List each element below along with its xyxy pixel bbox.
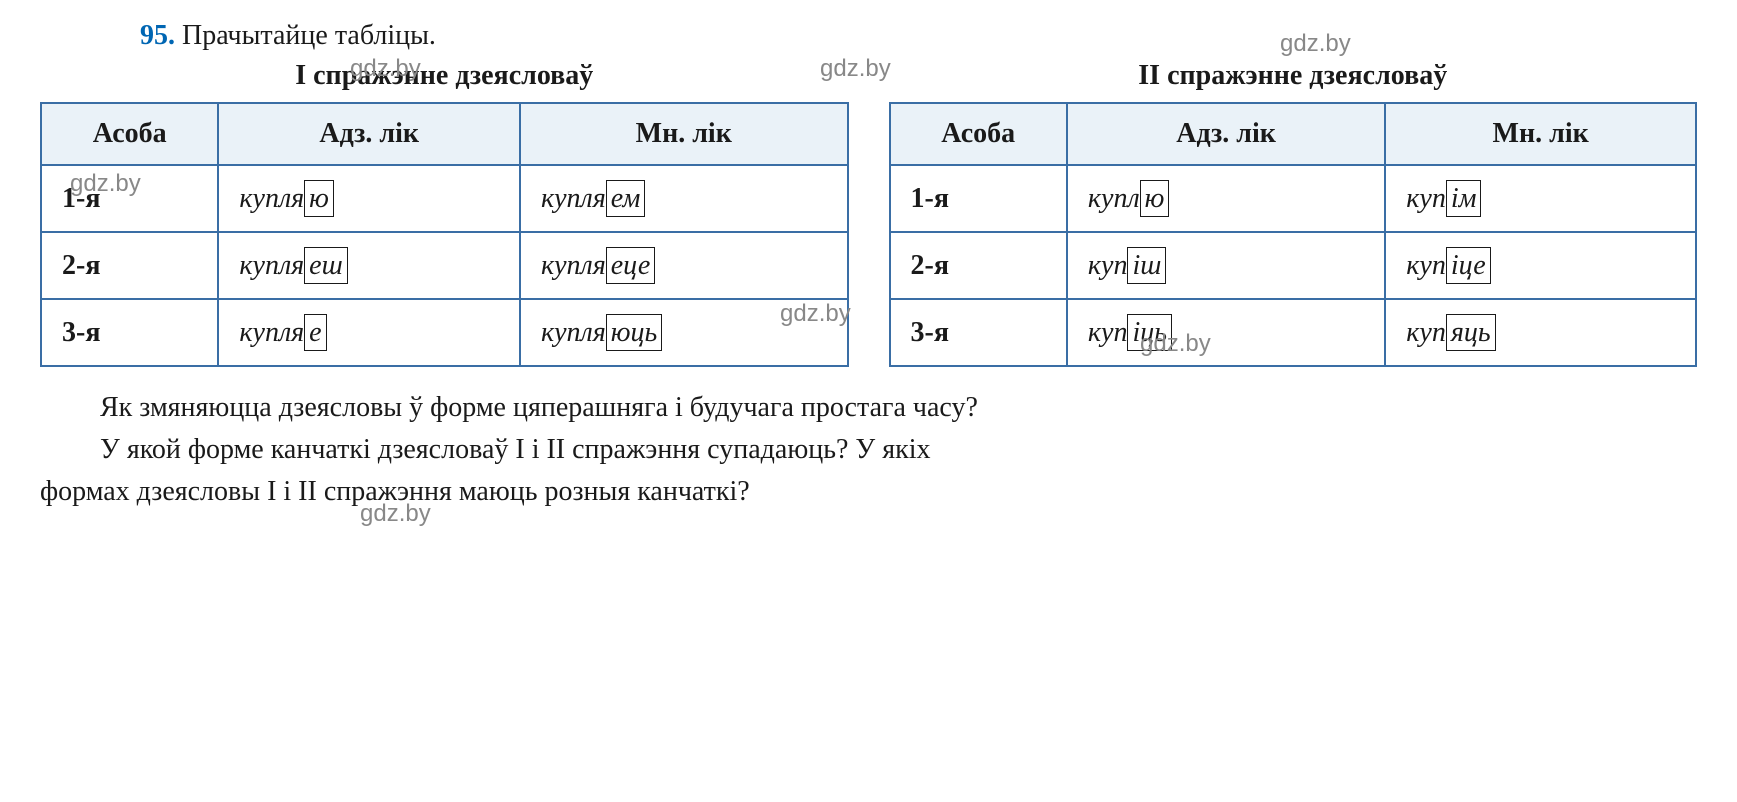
- person-cell: 2-я: [41, 232, 218, 299]
- word-ending: ім: [1446, 180, 1482, 217]
- word-cell: купляеце: [520, 232, 848, 299]
- exercise-directive: Прачытайце табліцы.: [182, 20, 436, 51]
- word-stem: купля: [541, 317, 606, 348]
- word-stem: куп: [1406, 317, 1446, 348]
- word-ending: ю: [1140, 180, 1170, 217]
- tables-container: I спражэнне дзеясловаў Асоба Адз. лік Мн…: [40, 60, 1697, 367]
- person-cell: 1-я: [41, 165, 218, 232]
- table-block-2: II спражэнне дзеясловаў Асоба Адз. лік М…: [889, 60, 1698, 367]
- col-header: Мн. лік: [1385, 103, 1696, 165]
- word-stem: купля: [239, 317, 304, 348]
- person-cell: 3-я: [41, 299, 218, 366]
- word-stem: купля: [541, 183, 606, 214]
- table-row: 1-я купляю купляем: [41, 165, 848, 232]
- table-row: 3-я купіць купяць: [890, 299, 1697, 366]
- word-stem: купля: [541, 250, 606, 281]
- word-stem: купля: [239, 250, 304, 281]
- word-ending: еш: [304, 247, 348, 284]
- word-stem: купля: [239, 183, 304, 214]
- question-2b: формах дзеясловы I і II спражэння маюць …: [40, 471, 1697, 513]
- word-cell: купяць: [1385, 299, 1696, 366]
- questions-block: Як змяняюцца дзеясловы ў форме цяперашня…: [40, 387, 1697, 513]
- question-1: Як змяняюцца дзеясловы ў форме цяперашня…: [40, 387, 1697, 429]
- word-cell: купім: [1385, 165, 1696, 232]
- word-stem: купл: [1088, 183, 1140, 214]
- table-2-title: II спражэнне дзеясловаў: [889, 60, 1698, 92]
- table-header-row: Асоба Адз. лік Мн. лік: [41, 103, 848, 165]
- person-cell: 2-я: [890, 232, 1067, 299]
- word-stem: куп: [1406, 250, 1446, 281]
- table-row: 2-я купляеш купляеце: [41, 232, 848, 299]
- word-stem: куп: [1088, 317, 1128, 348]
- word-cell: купіць: [1067, 299, 1385, 366]
- col-header: Асоба: [890, 103, 1067, 165]
- table-row: 3-я купляе купляюць: [41, 299, 848, 366]
- word-ending: ем: [606, 180, 646, 217]
- table-row: 2-я купіш купіце: [890, 232, 1697, 299]
- word-cell: купіце: [1385, 232, 1696, 299]
- word-ending: еце: [606, 247, 656, 284]
- word-ending: іць: [1127, 314, 1172, 351]
- word-cell: купляеш: [218, 232, 520, 299]
- word-cell: купляюць: [520, 299, 848, 366]
- person-cell: 3-я: [890, 299, 1067, 366]
- word-ending: іш: [1127, 247, 1166, 284]
- col-header: Асоба: [41, 103, 218, 165]
- exercise-header: 95. Прачытайце табліцы.: [140, 20, 1697, 52]
- person-cell: 1-я: [890, 165, 1067, 232]
- word-ending: яць: [1446, 314, 1496, 351]
- col-header: Адз. лік: [218, 103, 520, 165]
- table-row: 1-я куплю купім: [890, 165, 1697, 232]
- exercise-number: 95.: [140, 20, 175, 51]
- conjugation-table-2: Асоба Адз. лік Мн. лік 1-я куплю купім 2…: [889, 102, 1698, 367]
- word-cell: купляем: [520, 165, 848, 232]
- word-ending: юць: [606, 314, 662, 351]
- word-cell: купіш: [1067, 232, 1385, 299]
- table-header-row: Асоба Адз. лік Мн. лік: [890, 103, 1697, 165]
- word-ending: е: [304, 314, 326, 351]
- word-stem: куп: [1406, 183, 1446, 214]
- question-2a: У якой форме канчаткі дзеясловаў I і II …: [40, 429, 1697, 471]
- col-header: Адз. лік: [1067, 103, 1385, 165]
- word-cell: куплю: [1067, 165, 1385, 232]
- word-ending: ю: [304, 180, 334, 217]
- word-cell: купляе: [218, 299, 520, 366]
- conjugation-table-1: Асоба Адз. лік Мн. лік 1-я купляю купляе…: [40, 102, 849, 367]
- table-1-title: I спражэнне дзеясловаў: [40, 60, 849, 92]
- word-ending: іце: [1446, 247, 1491, 284]
- word-stem: куп: [1088, 250, 1128, 281]
- col-header: Мн. лік: [520, 103, 848, 165]
- table-block-1: I спражэнне дзеясловаў Асоба Адз. лік Мн…: [40, 60, 849, 367]
- word-cell: купляю: [218, 165, 520, 232]
